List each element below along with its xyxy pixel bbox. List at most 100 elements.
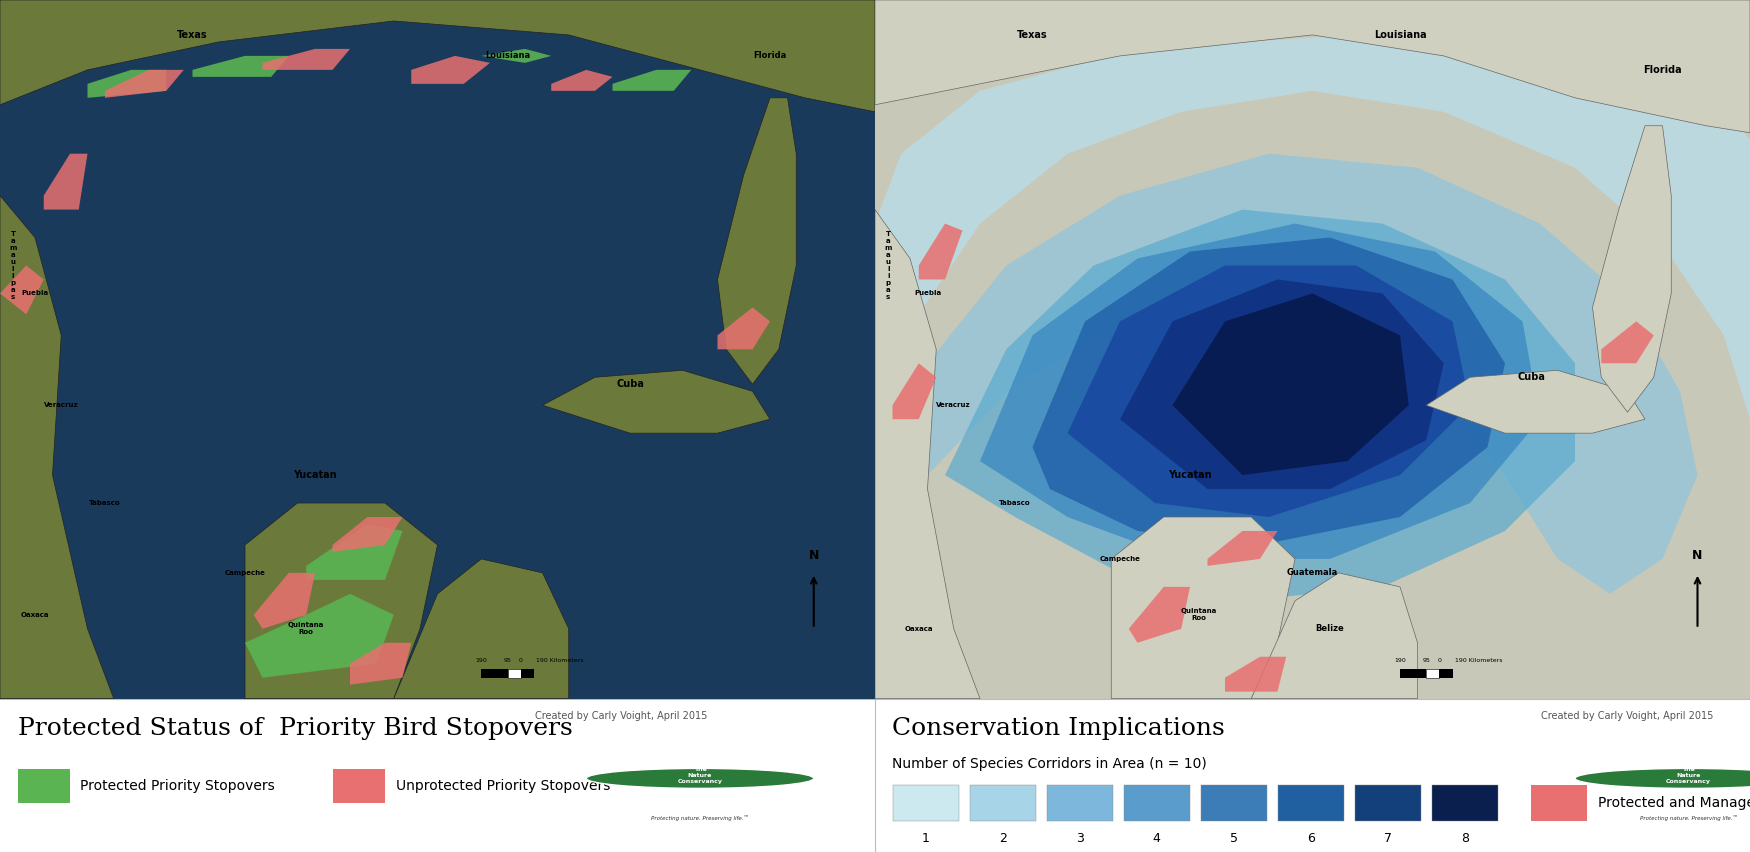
Text: Cuba: Cuba — [616, 379, 644, 389]
Bar — [1438, 670, 1452, 677]
Text: Yucatan: Yucatan — [294, 470, 336, 480]
Polygon shape — [0, 196, 114, 699]
Text: Puebla: Puebla — [21, 291, 49, 296]
Text: Florida: Florida — [754, 51, 788, 60]
Text: Number of Species Corridors in Area (n = 10): Number of Species Corridors in Area (n =… — [892, 757, 1208, 771]
Text: Created by Carly Voight, April 2015: Created by Carly Voight, April 2015 — [1542, 711, 1713, 721]
Bar — [1426, 670, 1438, 677]
Polygon shape — [245, 594, 394, 677]
Polygon shape — [394, 559, 569, 699]
Text: Created by Carly Voight, April 2015: Created by Carly Voight, April 2015 — [536, 711, 707, 721]
Text: 190: 190 — [476, 659, 487, 664]
Text: Tabasco: Tabasco — [999, 500, 1031, 506]
Text: Guatemala: Guatemala — [1286, 568, 1339, 578]
Bar — [1046, 785, 1113, 821]
Polygon shape — [945, 210, 1575, 601]
Text: 1: 1 — [922, 832, 929, 845]
Text: N: N — [1692, 549, 1703, 562]
Polygon shape — [718, 308, 770, 349]
Polygon shape — [1208, 531, 1278, 566]
Text: Protecting nature. Preserving life.™: Protecting nature. Preserving life.™ — [1640, 815, 1738, 821]
Polygon shape — [919, 223, 962, 279]
Text: 0: 0 — [518, 659, 523, 664]
Text: Protected Priority Stopovers: Protected Priority Stopovers — [80, 779, 275, 793]
Circle shape — [586, 769, 814, 788]
Bar — [970, 785, 1036, 821]
Polygon shape — [411, 56, 490, 83]
Text: Puebla: Puebla — [914, 291, 942, 296]
Text: Campeche: Campeche — [1099, 556, 1141, 562]
Polygon shape — [481, 49, 551, 63]
Text: Conservation Implications: Conservation Implications — [892, 717, 1225, 740]
Polygon shape — [980, 223, 1540, 559]
Bar — [481, 670, 508, 677]
Polygon shape — [875, 210, 980, 699]
Bar — [1124, 785, 1190, 821]
Polygon shape — [0, 266, 44, 314]
Text: Veracruz: Veracruz — [936, 402, 971, 408]
Text: 95: 95 — [1423, 659, 1430, 664]
Polygon shape — [1426, 371, 1645, 433]
Polygon shape — [306, 524, 403, 580]
Bar — [1278, 785, 1344, 821]
Polygon shape — [245, 503, 438, 699]
Text: Texas: Texas — [177, 30, 208, 40]
Text: Yucatan: Yucatan — [1169, 470, 1211, 480]
Polygon shape — [875, 153, 1698, 594]
Text: Unprotected Priority Stopovers: Unprotected Priority Stopovers — [396, 779, 611, 793]
Text: Louisiana: Louisiana — [485, 51, 530, 60]
Polygon shape — [892, 363, 936, 419]
Bar — [1432, 785, 1498, 821]
Text: 95: 95 — [504, 659, 511, 664]
Text: 8: 8 — [1461, 832, 1468, 845]
Text: 0: 0 — [1437, 659, 1442, 664]
Polygon shape — [192, 56, 289, 77]
Polygon shape — [1592, 126, 1671, 412]
Polygon shape — [1129, 587, 1190, 642]
Bar — [892, 785, 959, 821]
Bar — [522, 670, 534, 677]
Text: 190 Kilometers: 190 Kilometers — [1454, 659, 1503, 664]
Text: 7: 7 — [1384, 832, 1391, 845]
Bar — [1531, 785, 1587, 821]
Text: Quintana
Roo: Quintana Roo — [1181, 608, 1216, 621]
Bar — [18, 769, 70, 803]
Text: T
a
m
a
u
l
i
p
a
s: T a m a u l i p a s — [9, 231, 18, 300]
Polygon shape — [254, 573, 315, 629]
Text: N: N — [808, 549, 819, 562]
Bar — [507, 670, 522, 677]
Text: 5: 5 — [1230, 832, 1237, 845]
Text: 190 Kilometers: 190 Kilometers — [536, 659, 584, 664]
Text: Texas: Texas — [1017, 30, 1048, 40]
Bar — [1200, 785, 1267, 821]
Polygon shape — [88, 70, 166, 98]
Text: Campeche: Campeche — [224, 570, 266, 576]
Polygon shape — [44, 153, 88, 210]
Text: The
Nature
Conservancy: The Nature Conservancy — [1666, 767, 1712, 784]
Polygon shape — [875, 0, 1750, 133]
Polygon shape — [332, 517, 402, 552]
Text: Protected Status of  Priority Bird Stopovers: Protected Status of Priority Bird Stopov… — [18, 717, 572, 740]
Text: 3: 3 — [1076, 832, 1083, 845]
Text: Veracruz: Veracruz — [44, 402, 79, 408]
Polygon shape — [1251, 573, 1418, 699]
Polygon shape — [612, 70, 691, 91]
Text: Protecting nature. Preserving life.™: Protecting nature. Preserving life.™ — [651, 815, 749, 821]
Polygon shape — [1111, 517, 1295, 699]
Text: Quintana
Roo: Quintana Roo — [289, 622, 324, 636]
Text: 6: 6 — [1307, 832, 1314, 845]
Polygon shape — [105, 70, 184, 98]
Polygon shape — [262, 49, 350, 70]
Bar — [332, 769, 385, 803]
Text: Louisiana: Louisiana — [1374, 30, 1426, 40]
Text: Cuba: Cuba — [1517, 372, 1545, 383]
Polygon shape — [542, 371, 770, 433]
Text: The
Nature
Conservancy: The Nature Conservancy — [677, 767, 723, 784]
Text: Florida: Florida — [1643, 65, 1682, 75]
Text: Tabasco: Tabasco — [89, 500, 121, 506]
Text: 190: 190 — [1395, 659, 1405, 664]
Polygon shape — [875, 0, 1750, 699]
Text: Protected and Managed Areas: Protected and Managed Areas — [1598, 796, 1750, 810]
Polygon shape — [1068, 266, 1470, 517]
Circle shape — [1575, 769, 1750, 788]
